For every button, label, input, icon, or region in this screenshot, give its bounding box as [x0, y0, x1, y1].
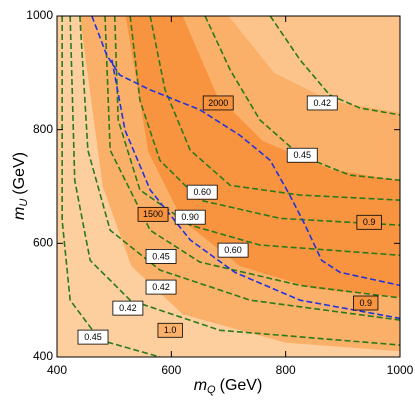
- frame: [56, 15, 401, 358]
- contour-label: 0.42: [152, 282, 170, 292]
- label-box: [356, 214, 382, 230]
- contour-line: [149, 16, 400, 201]
- x-tick-label: 600: [161, 363, 181, 377]
- label-box: [77, 329, 109, 345]
- x-tick-label: 400: [47, 363, 67, 377]
- contour-line: [204, 16, 400, 182]
- contour-line: [61, 16, 161, 357]
- region: [228, 16, 400, 113]
- y-tick-label: 1000: [26, 8, 53, 22]
- y-tick-label: 800: [33, 122, 53, 136]
- label-box: [174, 209, 206, 225]
- y-tick-label: 600: [33, 236, 53, 250]
- contour-label: 0.9: [363, 217, 376, 227]
- label-box: [186, 184, 218, 200]
- label-box: [145, 279, 177, 295]
- label-box: [217, 242, 249, 258]
- label-box: [137, 206, 169, 222]
- contour-label: 1.0: [164, 325, 177, 335]
- label-box: [157, 322, 183, 338]
- x-unit: (GeV): [220, 377, 263, 394]
- contour-label: 2000: [208, 98, 228, 108]
- contour-line: [129, 16, 400, 226]
- contour-label: 0.45: [293, 150, 311, 160]
- contour-label: 0.42: [313, 98, 331, 108]
- contour-label: 0.45: [84, 332, 102, 342]
- label-box: [145, 249, 177, 264]
- plot-area: [57, 16, 400, 357]
- x-tick-label: 1000: [387, 363, 414, 377]
- contour-label: 1500: [143, 209, 163, 219]
- contour-label: 0.60: [193, 187, 211, 197]
- y-sub: U: [18, 199, 30, 207]
- y-tick-label: 400: [33, 349, 53, 363]
- y-axis-label: mU (GeV): [11, 152, 30, 220]
- contour-label: 0.42: [119, 303, 137, 313]
- label-box: [202, 95, 234, 111]
- label-box: [112, 300, 144, 316]
- label-box: [286, 147, 318, 163]
- y-symbol: m: [11, 207, 28, 220]
- contour-label: 0.90: [181, 212, 199, 222]
- contour-line: [91, 16, 400, 287]
- label-box: [306, 95, 338, 111]
- x-symbol: m: [194, 377, 207, 394]
- x-tick-label: 800: [276, 363, 296, 377]
- x-axis-label: mQ (GeV): [194, 377, 263, 396]
- x-sub: Q: [207, 384, 216, 396]
- contour-line: [111, 59, 400, 320]
- contour-line: [79, 16, 400, 321]
- label-box: [353, 295, 379, 311]
- contour-line: [269, 16, 400, 116]
- contour-label: 0.9: [359, 298, 372, 308]
- contour-line: [69, 16, 400, 346]
- contour-label: 0.60: [224, 245, 242, 255]
- contour-label: 0.45: [152, 251, 170, 261]
- y-unit: (GeV): [11, 152, 28, 195]
- contour-line: [104, 16, 400, 299]
